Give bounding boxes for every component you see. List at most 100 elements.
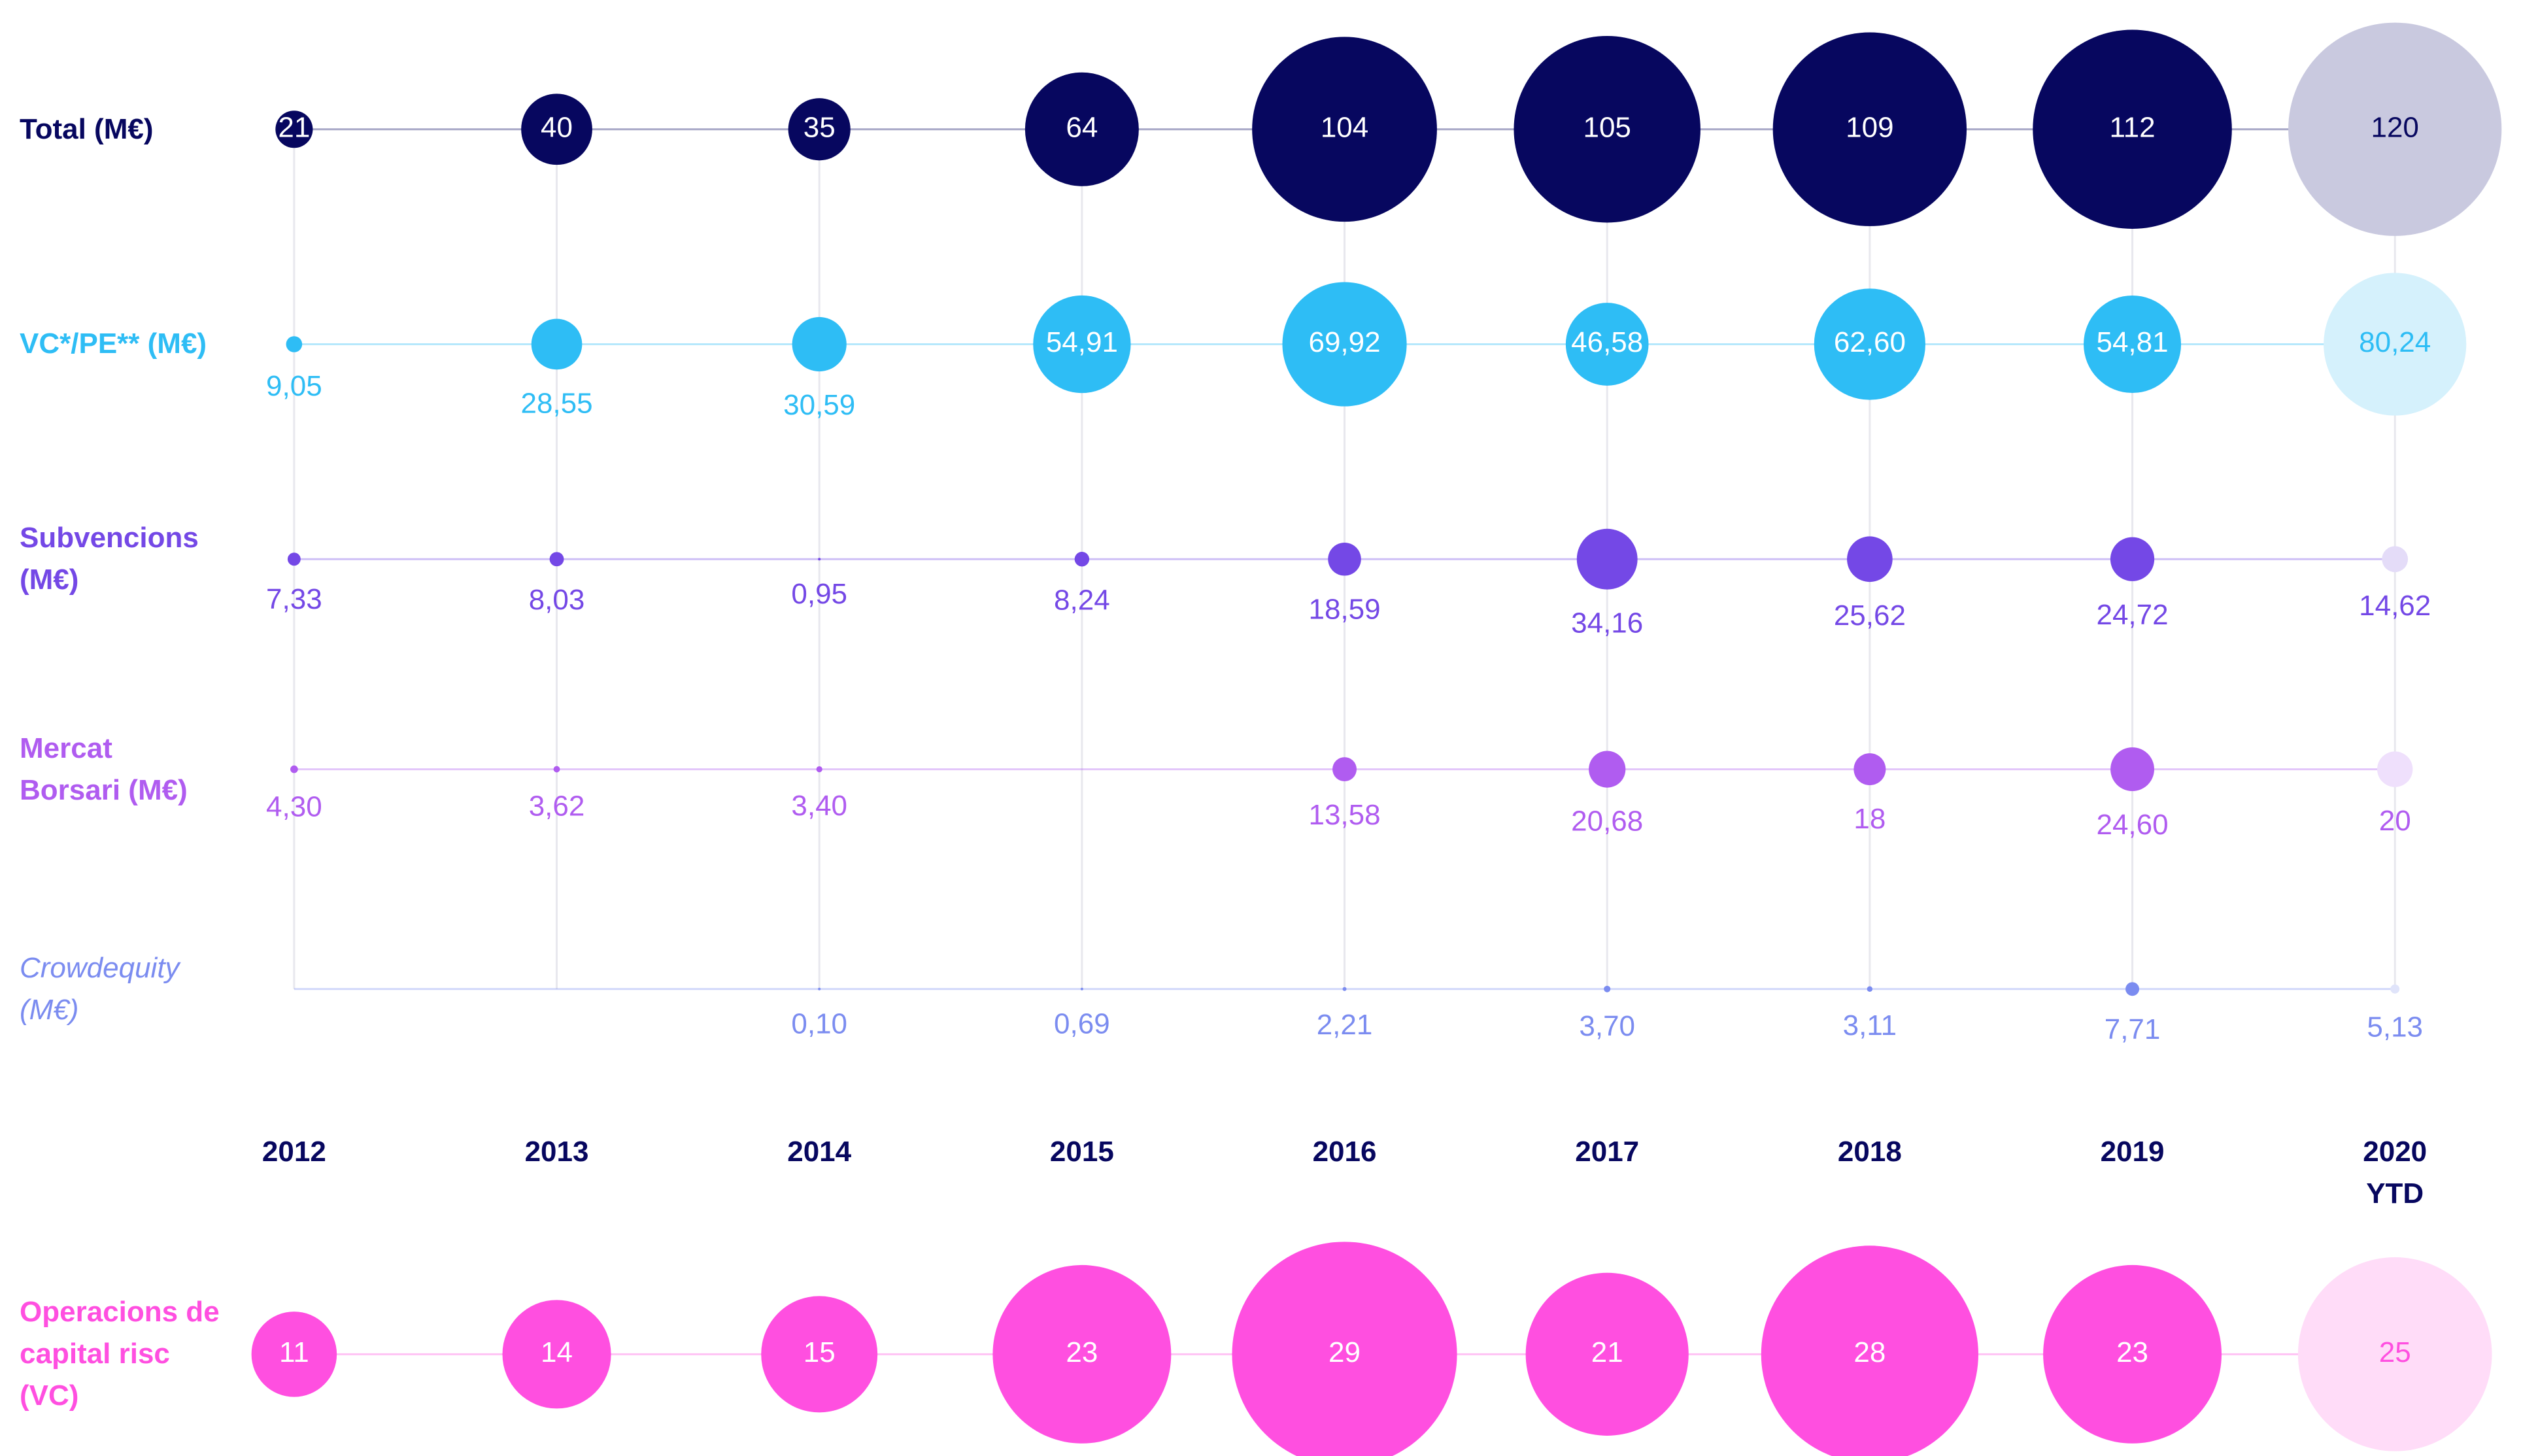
value-label: 20 [2379,805,2411,837]
bubble [2324,273,2467,416]
value-label: 120 [2371,111,2418,143]
bubble [290,765,298,773]
value-label: 28 [1853,1336,1886,1368]
value-label: 8,24 [1054,584,1110,616]
bubble [553,766,560,773]
bubble [1332,757,1357,782]
value-label: 4,30 [266,790,322,822]
bubble [275,110,313,148]
bubble [1525,1272,1689,1436]
bubble [2288,22,2502,236]
value-label: 5,13 [2367,1011,2423,1043]
value-label: 7,71 [2105,1013,2161,1045]
x-tick-label: 2016 [1312,1136,1377,1168]
row-label: VC*/PE** (M€) [20,328,207,360]
bubble [788,98,851,161]
value-label: 18 [1853,803,1886,835]
bubble [2110,537,2155,581]
value-label: 15 [804,1336,836,1368]
bubble [2043,1264,2222,1444]
value-label: 9,05 [266,370,322,402]
bubble [1604,985,1611,992]
bubble [549,552,564,567]
bubble [1232,1242,1457,1456]
bubble [818,558,821,561]
bubble [1814,288,1925,400]
bubble [1342,987,1347,991]
bubble [1772,32,1967,226]
bubble [1024,72,1139,186]
bubble [1565,303,1649,386]
value-label: 25,62 [1834,600,1906,632]
bubble [1074,552,1090,567]
x-tick-label: 2014 [787,1136,852,1168]
value-label: 0,69 [1054,1008,1110,1040]
value-label: 0,95 [791,578,847,610]
bubble [1282,282,1407,407]
bubble [2110,747,2154,792]
value-label: 105 [1583,111,1631,143]
value-label: 104 [1321,111,1368,143]
bubble [1033,295,1131,394]
value-label: 24,60 [2096,809,2168,841]
bubble [1514,35,1700,223]
row-label: Mercat Borsari (M€) [20,732,188,806]
bubble [2382,546,2409,573]
value-label: 3,70 [1579,1010,1635,1042]
value-label: 109 [1846,111,1893,143]
bubble [287,552,301,566]
value-label: 0,10 [791,1008,847,1040]
bubble [1853,753,1886,786]
value-label: 20,68 [1571,805,1643,838]
value-label: 54,91 [1046,326,1118,358]
value-label: 3,62 [529,790,585,822]
bubble [2297,1257,2492,1451]
row-label: Total (M€) [20,112,154,145]
x-tick-label: 2019 [2100,1136,2165,1168]
x-tick-label: 2018 [1837,1136,1902,1168]
bubble [1847,536,1893,583]
value-label: 25 [2379,1336,2411,1368]
value-label: 34,16 [1571,607,1643,639]
value-label: 24,72 [2096,599,2168,631]
bubble [792,316,847,372]
value-label: 40 [541,111,573,143]
x-tick-label: 2015 [1049,1136,1114,1168]
bubble [1576,528,1638,590]
bubble [816,766,822,773]
value-label: 69,92 [1308,326,1380,358]
bubble [1252,37,1437,222]
row-label: Subvencions (M€) [20,522,199,596]
value-label: 14 [541,1336,573,1368]
bubble [1761,1245,1978,1456]
value-label: 112 [2109,111,2155,143]
bubble [502,1300,611,1409]
value-label: 64 [1066,111,1098,143]
value-label: 7,33 [266,583,322,615]
value-label: 28,55 [520,387,592,419]
value-label: 21 [1591,1336,1623,1368]
bubble [531,318,583,370]
bubble [2125,982,2140,996]
value-label: 11 [279,1336,309,1368]
row-label: Operacions de capital risc (VC) [20,1296,220,1412]
x-tick-label: 2020 YTD [2363,1136,2428,1210]
value-label: 30,59 [783,389,855,421]
value-label: 13,58 [1308,799,1380,831]
bubble [1589,751,1626,788]
bubble [2377,751,2413,787]
value-label: 3,40 [791,790,847,822]
row-label: Crowdequity (M€) [20,951,180,1026]
value-label: 21 [278,111,310,143]
value-label: 2,21 [1317,1009,1373,1041]
bubble [992,1264,1172,1444]
value-label: 3,11 [1843,1009,1897,1041]
value-label: 8,03 [529,584,585,616]
value-label: 35 [804,111,836,143]
bubble [818,987,821,990]
bubble [2033,29,2232,229]
x-tick-label: 2017 [1575,1136,1640,1168]
value-label: 14,62 [2359,590,2431,622]
